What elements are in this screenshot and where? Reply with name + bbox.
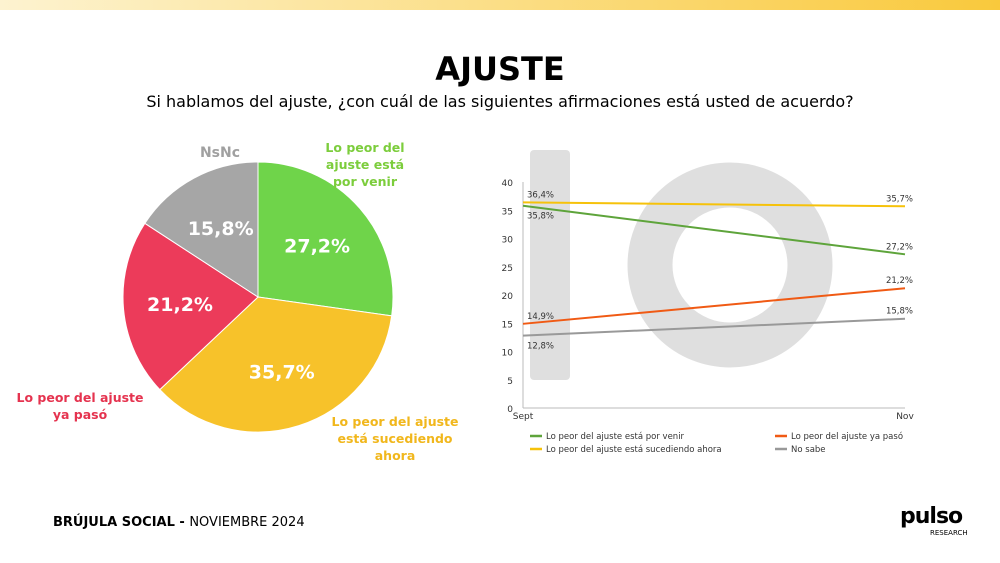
pie-slice — [144, 161, 259, 298]
data-label: 12,8% — [527, 342, 554, 352]
data-label: 15,8% — [886, 307, 913, 317]
pie-label-paso: Lo peor del ajuste ya pasó — [16, 390, 144, 422]
y-tick-label: 35 — [502, 207, 513, 217]
pie-label-nsnc: NsNc — [199, 145, 241, 161]
data-label: 14,9% — [527, 312, 554, 322]
pie-slice — [257, 161, 394, 317]
series-line — [522, 317, 906, 337]
legend-label: Lo peor del ajuste está sucediendo ahora — [546, 445, 722, 455]
line-chart: 0 5 10 15 20 25 30 35 40 Sept Nov 35,8% 27,2% Lo peor… — [502, 179, 915, 455]
data-label: 36,4% — [527, 190, 554, 200]
series-line — [522, 287, 906, 325]
page-title: AJUSTE — [435, 50, 565, 88]
y-tick-label: 10 — [502, 349, 514, 359]
pie-label-venir: Lo peor del ajuste está por venir — [325, 140, 405, 189]
y-tick-label: 5 — [507, 377, 513, 387]
pie-slice — [122, 222, 259, 391]
footer-brand: BRÚJULA SOCIAL - — [53, 515, 190, 530]
data-label: 35,7% — [886, 194, 913, 204]
data-label: 35,8% — [527, 212, 554, 222]
series-line — [522, 201, 906, 208]
page-subtitle: Si hablamos del ajuste, ¿con cuál de las… — [146, 92, 854, 111]
pie-label-ahora: Lo peor del ajuste está sucediendo ahora — [331, 414, 459, 463]
x-tick-label: Nov — [896, 412, 914, 422]
footer: BRÚJULA SOCIAL - NOVIEMBRE 2024 — [53, 515, 305, 530]
y-tick-label: 0 — [507, 405, 513, 415]
pie-value-label: 35,7% — [249, 362, 315, 384]
y-tick-label: 20 — [502, 292, 514, 302]
pie-value-label: 27,2% — [284, 236, 350, 258]
pie-value-label: 15,8% — [188, 218, 254, 240]
pie-slice — [159, 296, 393, 433]
legend-label: Lo peor del ajuste ya pasó — [791, 431, 903, 442]
data-label: 21,2% — [886, 276, 913, 286]
y-tick-label: 40 — [502, 179, 514, 189]
pie-chart: 27,2% 35,7% 21,2% 15,8% — [122, 161, 394, 433]
y-tick-label: 25 — [502, 264, 513, 274]
series-line — [522, 204, 906, 256]
data-label: 27,2% — [886, 242, 913, 252]
pulso-logo: pulso RESEARCH — [900, 505, 968, 538]
pie-value-label: 21,2% — [147, 294, 213, 316]
footer-period: NOVIEMBRE 2024 — [189, 515, 305, 530]
y-tick-label: 15 — [502, 320, 513, 330]
y-tick-label: 30 — [502, 236, 514, 246]
legend-label: Lo peor del ajuste está por venir — [546, 432, 685, 442]
legend-label: No sabe — [791, 445, 826, 455]
logo-subtext: RESEARCH — [930, 529, 968, 537]
top-accent-bar — [0, 0, 1000, 10]
x-tick-label: Sept — [513, 412, 534, 422]
logo-text: pulso — [900, 504, 963, 529]
